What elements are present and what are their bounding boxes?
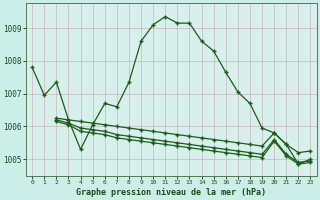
X-axis label: Graphe pression niveau de la mer (hPa): Graphe pression niveau de la mer (hPa) bbox=[76, 188, 266, 197]
